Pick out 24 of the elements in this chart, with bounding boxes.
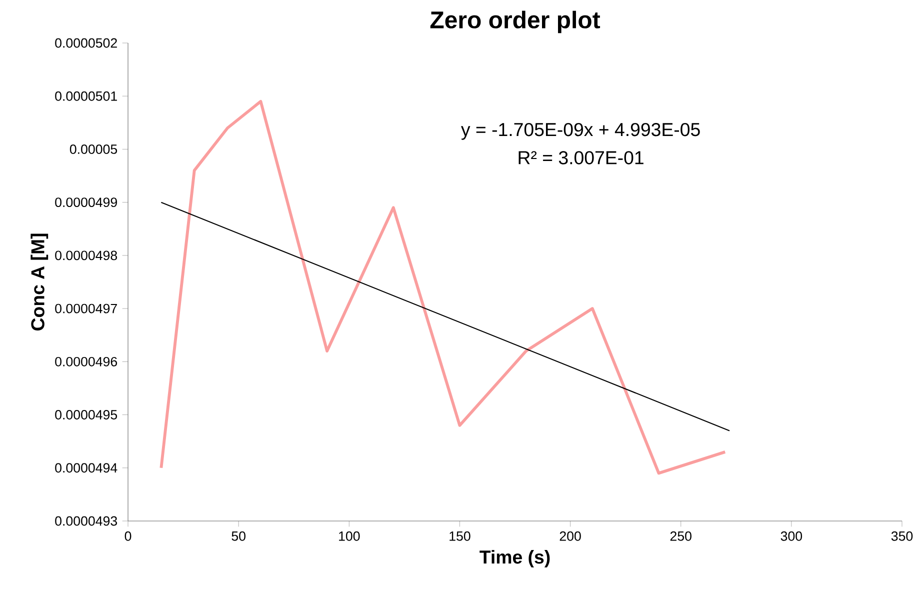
x-tick-label: 250 bbox=[670, 531, 692, 541]
chart-title: Zero order plot bbox=[430, 10, 600, 34]
y-tick-label: 0.0000495 bbox=[55, 410, 118, 420]
x-tick-label: 350 bbox=[891, 531, 913, 541]
y-tick-label: 0.00005 bbox=[70, 144, 118, 154]
y-tick-label: 0.0000498 bbox=[55, 250, 118, 260]
x-tick-label: 200 bbox=[560, 531, 581, 541]
x-tick-label: 0 bbox=[124, 531, 132, 541]
line-series bbox=[160, 100, 727, 475]
x-axis-title: Time (s) bbox=[480, 550, 550, 568]
annotation: y = -1.705E-09x + 4.993E-05 bbox=[460, 122, 700, 140]
y-tick-label: 0.0000501 bbox=[55, 91, 117, 101]
x-tick-label: 50 bbox=[232, 531, 246, 541]
y-tick-label: 0.0000494 bbox=[55, 463, 118, 473]
y-tick-label: 0.0000497 bbox=[55, 304, 117, 314]
annotation: R² = 3.007E-01 bbox=[518, 151, 644, 164]
y-tick-label: 0.0000493 bbox=[55, 516, 118, 526]
x-tick-label: 100 bbox=[339, 531, 360, 541]
y-axis-title: Conc A [M] bbox=[30, 234, 48, 330]
x-tick-label: 300 bbox=[780, 531, 802, 541]
x-tick-label: 150 bbox=[450, 531, 470, 541]
y-tick-label: 0.0000502 bbox=[55, 38, 117, 48]
y-tick-label: 0.0000499 bbox=[55, 198, 117, 208]
y-tick-label: 0.0000496 bbox=[55, 356, 118, 366]
